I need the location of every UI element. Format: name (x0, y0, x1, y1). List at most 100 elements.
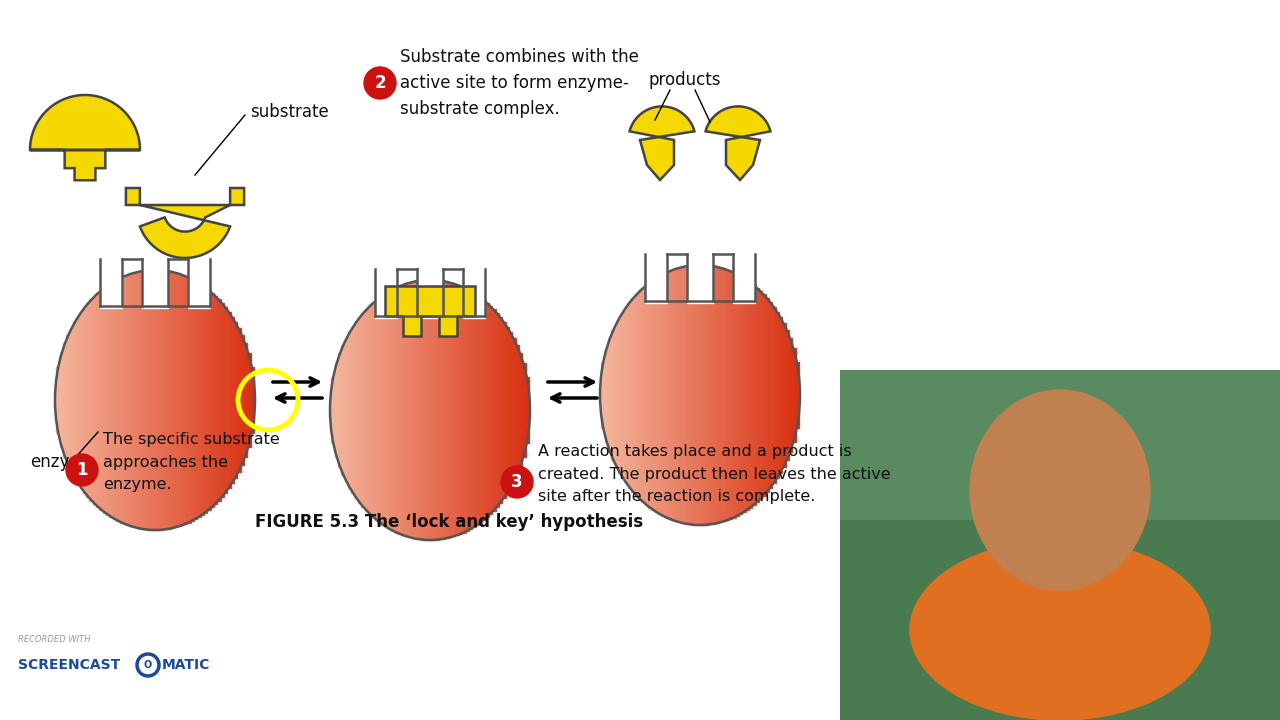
Bar (163, 271, 168, 529)
Bar (421, 280, 425, 540)
Bar (150, 270, 154, 530)
Bar (196, 283, 201, 517)
Bar (627, 302, 632, 488)
Bar (202, 287, 207, 513)
Bar (654, 278, 659, 512)
Ellipse shape (970, 390, 1149, 590)
Circle shape (364, 67, 396, 99)
Bar (724, 270, 728, 521)
Bar (488, 306, 493, 514)
Bar (621, 312, 626, 479)
Bar (375, 270, 397, 318)
Bar (498, 318, 502, 503)
Bar (219, 303, 224, 497)
Bar (795, 361, 799, 428)
Bar (338, 354, 342, 467)
Bar (731, 272, 736, 518)
Bar (637, 291, 643, 499)
Bar (477, 297, 483, 523)
Bar (635, 294, 639, 495)
Bar (384, 293, 389, 527)
Bar (712, 266, 716, 524)
Bar (781, 323, 786, 467)
Bar (344, 338, 349, 482)
Bar (342, 345, 346, 475)
Bar (840, 375, 1280, 720)
Bar (681, 267, 686, 523)
Bar (604, 348, 609, 441)
Bar (508, 332, 512, 488)
Bar (113, 281, 118, 519)
Bar (394, 287, 399, 533)
Bar (179, 275, 184, 526)
Bar (695, 265, 699, 525)
Bar (152, 270, 157, 530)
Bar (160, 270, 164, 530)
Bar (334, 364, 339, 456)
Bar (200, 285, 204, 515)
Bar (146, 270, 151, 530)
Bar (142, 260, 168, 308)
Bar (701, 265, 705, 525)
Bar (127, 275, 131, 526)
Bar (442, 282, 445, 539)
Bar (358, 318, 362, 503)
Bar (768, 302, 772, 488)
Bar (100, 260, 122, 308)
Bar (762, 294, 765, 495)
Bar (193, 281, 197, 519)
Bar (481, 300, 485, 520)
Text: O: O (143, 660, 152, 670)
Bar (411, 282, 416, 538)
Bar (212, 296, 218, 504)
Bar (250, 366, 253, 433)
Bar (59, 354, 64, 446)
Bar (652, 280, 655, 510)
Bar (645, 285, 649, 505)
Bar (223, 307, 227, 492)
Bar (618, 317, 622, 473)
Bar (714, 267, 719, 523)
Bar (351, 327, 356, 493)
Bar (169, 272, 174, 528)
Bar (173, 273, 177, 527)
Bar (648, 282, 653, 508)
Bar (698, 265, 703, 525)
Bar (687, 255, 713, 303)
Bar (348, 332, 352, 488)
Bar (791, 348, 795, 441)
Bar (625, 307, 628, 483)
Bar (378, 297, 383, 523)
Bar (100, 290, 104, 510)
Bar (671, 270, 676, 521)
Bar (425, 280, 429, 540)
Text: products: products (649, 71, 721, 89)
Bar (129, 274, 134, 526)
Bar (685, 266, 689, 524)
Bar (704, 265, 709, 525)
Bar (371, 303, 375, 517)
Bar (602, 361, 605, 428)
Bar (737, 276, 742, 514)
Bar (156, 270, 160, 530)
Polygon shape (29, 95, 140, 180)
Bar (485, 303, 489, 517)
Text: RECORDED WITH: RECORDED WITH (18, 636, 91, 644)
Bar (417, 281, 422, 539)
Bar (465, 289, 468, 531)
Bar (494, 313, 499, 507)
Bar (431, 280, 435, 540)
Bar (448, 283, 452, 537)
Bar (458, 286, 462, 534)
Bar (367, 306, 372, 514)
Bar (408, 283, 412, 537)
Bar (143, 271, 147, 529)
Polygon shape (705, 107, 771, 180)
Bar (664, 272, 669, 518)
Bar (658, 276, 662, 514)
Text: 3: 3 (511, 473, 522, 491)
Bar (771, 307, 776, 483)
Circle shape (500, 466, 532, 498)
Bar (233, 322, 237, 478)
Bar (521, 364, 526, 456)
